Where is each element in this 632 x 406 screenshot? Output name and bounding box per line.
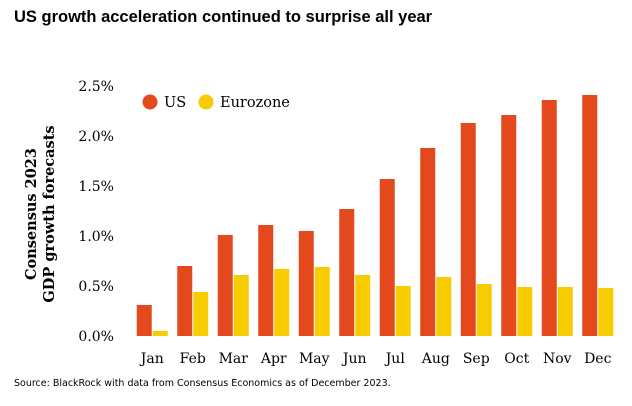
bar-eurozone-sep [476,284,492,336]
bar-eurozone-mar [233,275,249,336]
bar-eurozone-dec [598,288,614,336]
legend-label-eurozone: Eurozone [220,95,290,111]
bar-us-jul [379,179,395,336]
bar-us-sep [460,123,476,336]
y-tick-label: 1.5% [78,179,114,195]
bar-us-jun [339,209,355,336]
chart-title: US growth acceleration continued to surp… [14,8,433,26]
x-tick-label: Mar [219,351,249,367]
y-axis-label-line-1: Consensus 2023 [23,148,40,280]
x-tick-label: Nov [543,351,572,367]
bar-us-apr [258,225,274,336]
y-tick-label: 2.5% [78,79,114,95]
bar-us-aug [420,148,436,336]
x-tick-label: Jan [139,351,164,367]
y-axis-ticks: 0.0% 0.5% 1.0% 1.5% 2.0% 2.5% [78,79,114,345]
bar-eurozone-jun [355,275,371,336]
y-axis-label: Consensus 2023 GDP growth forecasts [23,125,58,302]
bar-eurozone-oct [517,287,533,336]
x-tick-label: Dec [584,351,612,367]
bar-eurozone-may [314,267,330,336]
bar-eurozone-feb [193,292,209,336]
legend: US Eurozone [142,94,290,111]
y-axis-label-line-2: GDP growth forecasts [41,125,58,302]
bar-eurozone-aug [436,277,452,336]
bar-us-nov [541,100,557,336]
legend-label-us: US [164,95,186,111]
bar-us-feb [177,266,193,336]
bar-eurozone-apr [274,269,290,336]
x-tick-label: Feb [180,351,206,367]
x-tick-label: Oct [504,351,529,367]
legend-marker-eurozone [198,94,214,110]
bar-us-oct [501,115,517,336]
legend-marker-us [142,94,158,110]
bar-eurozone-jan [152,331,168,336]
source-note: Source: BlackRock with data from Consens… [14,378,391,389]
bar-series [136,95,614,336]
x-tick-label: May [299,351,330,367]
x-tick-label: Jun [341,351,367,367]
x-tick-label: Apr [260,351,287,367]
bar-eurozone-jul [395,286,411,336]
x-tick-label: Jul [384,351,406,367]
bar-us-dec [582,95,598,336]
bar-us-mar [217,235,233,336]
y-tick-label: 2.0% [78,129,114,145]
x-tick-label: Sep [463,351,490,367]
y-tick-label: 0.5% [78,279,114,295]
x-tick-label: Aug [421,351,450,367]
bar-eurozone-nov [557,287,573,336]
y-tick-label: 1.0% [78,229,114,245]
y-tick-label: 0.0% [78,329,114,345]
x-axis-ticks: Jan Feb Mar Apr May Jun Jul Aug Sep Oct Nov Dec [139,351,612,367]
bar-us-may [298,231,314,336]
bar-us-jan [136,305,152,336]
